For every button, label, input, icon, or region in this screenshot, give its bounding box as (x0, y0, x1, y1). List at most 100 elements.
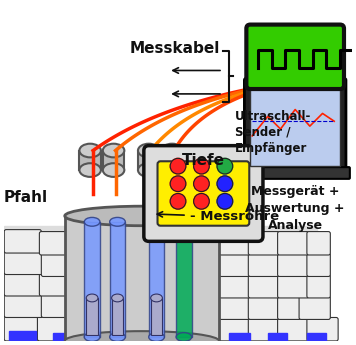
Text: Messgerät +
Auswertung +
Analyse: Messgerät + Auswertung + Analyse (245, 185, 345, 232)
FancyBboxPatch shape (70, 317, 102, 341)
Ellipse shape (149, 217, 164, 226)
Bar (149, 222, 164, 337)
Ellipse shape (110, 217, 125, 226)
FancyBboxPatch shape (133, 231, 166, 255)
Bar (103, 150, 124, 170)
FancyBboxPatch shape (307, 275, 330, 298)
FancyBboxPatch shape (278, 231, 309, 255)
FancyBboxPatch shape (166, 275, 198, 298)
FancyBboxPatch shape (307, 253, 330, 276)
Ellipse shape (138, 144, 159, 157)
FancyBboxPatch shape (162, 317, 194, 341)
Ellipse shape (79, 144, 101, 157)
Ellipse shape (65, 206, 219, 226)
Bar (131, 333, 156, 341)
Ellipse shape (110, 333, 125, 342)
FancyBboxPatch shape (4, 251, 43, 275)
FancyBboxPatch shape (4, 230, 41, 253)
FancyBboxPatch shape (104, 296, 139, 319)
FancyBboxPatch shape (307, 317, 338, 341)
FancyBboxPatch shape (246, 24, 344, 89)
Bar (268, 333, 287, 341)
FancyBboxPatch shape (164, 231, 198, 255)
FancyBboxPatch shape (70, 231, 104, 255)
FancyBboxPatch shape (307, 231, 330, 255)
Ellipse shape (84, 217, 100, 226)
Ellipse shape (176, 333, 192, 342)
FancyBboxPatch shape (135, 253, 170, 276)
Circle shape (194, 194, 209, 209)
Bar (110, 222, 125, 337)
Bar (229, 333, 250, 341)
Ellipse shape (103, 144, 124, 157)
FancyBboxPatch shape (195, 231, 229, 255)
Circle shape (194, 176, 209, 191)
FancyBboxPatch shape (248, 296, 279, 319)
Bar (161, 150, 183, 170)
FancyBboxPatch shape (137, 296, 168, 319)
Ellipse shape (161, 163, 183, 177)
FancyBboxPatch shape (37, 316, 73, 341)
Text: Messkabel: Messkabel (130, 40, 220, 56)
Bar (307, 333, 326, 341)
Ellipse shape (103, 163, 124, 177)
Text: Tiefe: Tiefe (182, 153, 225, 168)
Circle shape (217, 176, 233, 191)
FancyBboxPatch shape (106, 253, 137, 276)
Ellipse shape (176, 217, 192, 226)
Ellipse shape (79, 163, 101, 177)
Ellipse shape (161, 144, 183, 157)
FancyBboxPatch shape (195, 275, 227, 298)
FancyBboxPatch shape (248, 253, 279, 276)
FancyBboxPatch shape (144, 146, 263, 242)
Text: Pfahl: Pfahl (4, 190, 48, 205)
FancyBboxPatch shape (278, 317, 309, 341)
FancyBboxPatch shape (40, 231, 73, 255)
FancyBboxPatch shape (198, 253, 229, 276)
FancyBboxPatch shape (73, 253, 108, 276)
FancyBboxPatch shape (219, 253, 250, 276)
Circle shape (170, 194, 186, 209)
Text: - Messrohre: - Messrohre (157, 210, 279, 224)
FancyBboxPatch shape (219, 317, 250, 341)
FancyBboxPatch shape (74, 294, 106, 317)
Ellipse shape (86, 294, 98, 302)
Bar (9, 331, 36, 341)
FancyBboxPatch shape (133, 275, 168, 298)
Ellipse shape (149, 333, 164, 342)
Bar (84, 222, 100, 337)
Ellipse shape (151, 294, 162, 302)
Ellipse shape (65, 331, 219, 345)
FancyBboxPatch shape (41, 253, 74, 276)
FancyBboxPatch shape (278, 275, 309, 298)
FancyBboxPatch shape (299, 296, 330, 319)
Ellipse shape (84, 333, 100, 342)
Bar (4, 226, 316, 341)
Circle shape (194, 158, 209, 174)
FancyBboxPatch shape (248, 231, 279, 255)
FancyBboxPatch shape (248, 317, 279, 341)
FancyBboxPatch shape (278, 253, 309, 276)
Bar (176, 222, 192, 337)
FancyBboxPatch shape (219, 231, 250, 255)
FancyBboxPatch shape (70, 275, 106, 298)
Bar (79, 150, 101, 170)
FancyBboxPatch shape (245, 78, 346, 172)
FancyBboxPatch shape (104, 275, 135, 298)
Ellipse shape (112, 294, 123, 302)
Bar (250, 86, 340, 166)
FancyBboxPatch shape (192, 317, 223, 341)
Bar (151, 298, 162, 335)
FancyBboxPatch shape (241, 167, 350, 179)
FancyBboxPatch shape (166, 296, 198, 319)
FancyBboxPatch shape (102, 231, 135, 255)
Bar (65, 216, 219, 341)
FancyBboxPatch shape (248, 275, 279, 298)
FancyBboxPatch shape (278, 296, 301, 319)
FancyBboxPatch shape (41, 294, 77, 317)
Text: Ultraschall-
Sender /
Empfänger: Ultraschall- Sender / Empfänger (235, 109, 311, 155)
Bar (53, 333, 74, 341)
FancyBboxPatch shape (4, 273, 41, 296)
FancyBboxPatch shape (4, 316, 40, 341)
FancyBboxPatch shape (100, 317, 135, 341)
